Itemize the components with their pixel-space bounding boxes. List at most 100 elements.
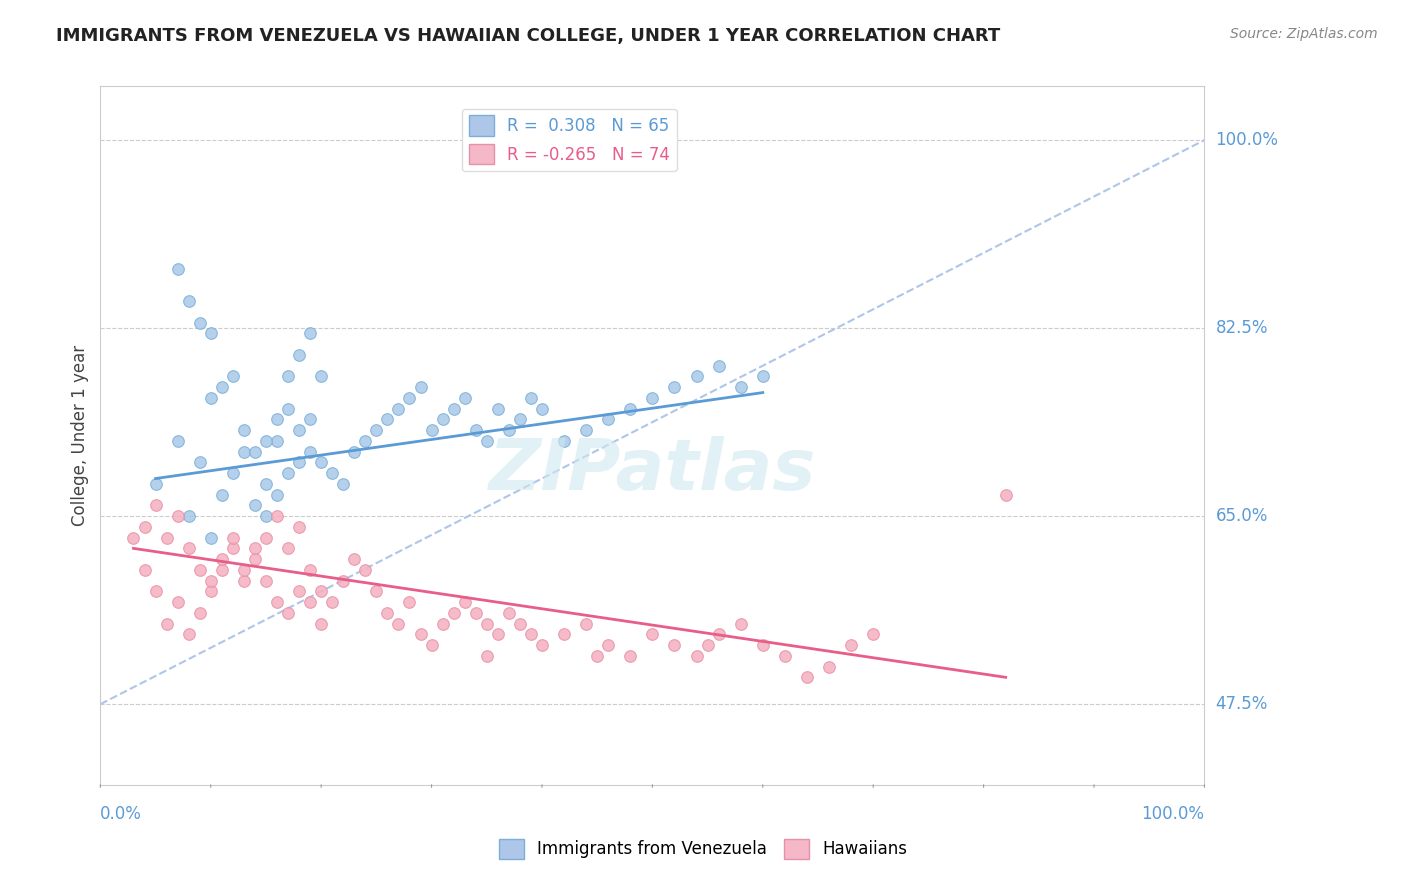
Point xyxy=(641,627,664,641)
Point xyxy=(354,434,377,448)
Point xyxy=(155,616,177,631)
Point xyxy=(818,659,841,673)
Point xyxy=(343,552,366,566)
Point xyxy=(796,670,818,684)
Point xyxy=(641,391,664,405)
Point xyxy=(177,541,200,556)
Point xyxy=(266,488,288,502)
Point xyxy=(498,606,520,620)
Point xyxy=(321,595,343,609)
Point xyxy=(475,434,498,448)
Point xyxy=(211,488,233,502)
Point xyxy=(377,606,399,620)
Text: 100.0%: 100.0% xyxy=(1142,805,1205,823)
Point xyxy=(509,412,531,426)
Point xyxy=(266,412,288,426)
Point xyxy=(277,541,299,556)
Point xyxy=(155,531,177,545)
Point xyxy=(619,401,641,416)
Point xyxy=(598,638,620,652)
Point xyxy=(398,391,420,405)
Point xyxy=(332,574,354,588)
Point xyxy=(752,369,775,384)
Point xyxy=(254,434,277,448)
Point xyxy=(232,563,254,577)
Point xyxy=(321,466,343,480)
Point xyxy=(134,520,156,534)
Point xyxy=(696,638,718,652)
Legend: Immigrants from Venezuela, Hawaiians: Immigrants from Venezuela, Hawaiians xyxy=(492,832,914,866)
Point xyxy=(862,627,884,641)
Point xyxy=(232,574,254,588)
Point xyxy=(299,595,322,609)
Point xyxy=(188,563,211,577)
Point xyxy=(222,541,245,556)
Point xyxy=(409,627,432,641)
Point xyxy=(188,455,211,469)
Point xyxy=(266,509,288,524)
Point xyxy=(299,444,322,458)
Point xyxy=(211,552,233,566)
Point xyxy=(377,412,399,426)
Point xyxy=(520,391,543,405)
Text: ZIPatlas: ZIPatlas xyxy=(489,436,815,505)
Point xyxy=(575,616,598,631)
Text: 65.0%: 65.0% xyxy=(1216,508,1268,525)
Point xyxy=(166,595,188,609)
Point xyxy=(200,326,222,341)
Point xyxy=(530,401,553,416)
Point xyxy=(354,563,377,577)
Point xyxy=(145,584,167,599)
Point xyxy=(454,391,477,405)
Point xyxy=(553,434,575,448)
Point xyxy=(288,348,311,362)
Point xyxy=(464,423,486,437)
Point xyxy=(200,531,222,545)
Point xyxy=(475,616,498,631)
Point xyxy=(288,520,311,534)
Point xyxy=(299,326,322,341)
Point xyxy=(188,316,211,330)
Point xyxy=(254,476,277,491)
Point xyxy=(619,648,641,663)
Point xyxy=(254,509,277,524)
Point xyxy=(288,423,311,437)
Point xyxy=(420,423,443,437)
Point xyxy=(387,401,409,416)
Point xyxy=(332,476,354,491)
Point xyxy=(685,369,707,384)
Point xyxy=(409,380,432,394)
Point xyxy=(166,262,188,277)
Point xyxy=(309,616,332,631)
Text: IMMIGRANTS FROM VENEZUELA VS HAWAIIAN COLLEGE, UNDER 1 YEAR CORRELATION CHART: IMMIGRANTS FROM VENEZUELA VS HAWAIIAN CO… xyxy=(56,27,1001,45)
Point xyxy=(432,616,454,631)
Point xyxy=(707,359,730,373)
Point xyxy=(243,552,266,566)
Point xyxy=(730,380,752,394)
Point xyxy=(553,627,575,641)
Point xyxy=(177,509,200,524)
Text: 0.0%: 0.0% xyxy=(100,805,142,823)
Point xyxy=(994,488,1017,502)
Point xyxy=(664,380,686,394)
Point xyxy=(839,638,862,652)
Point xyxy=(398,595,420,609)
Point xyxy=(266,595,288,609)
Point xyxy=(232,444,254,458)
Text: 100.0%: 100.0% xyxy=(1216,131,1278,149)
Point xyxy=(177,294,200,309)
Point xyxy=(309,369,332,384)
Point xyxy=(200,584,222,599)
Point xyxy=(266,434,288,448)
Point xyxy=(299,412,322,426)
Text: 47.5%: 47.5% xyxy=(1216,695,1268,714)
Point xyxy=(145,499,167,513)
Point xyxy=(464,606,486,620)
Point xyxy=(211,380,233,394)
Text: 82.5%: 82.5% xyxy=(1216,319,1268,337)
Point xyxy=(520,627,543,641)
Point xyxy=(475,648,498,663)
Point xyxy=(122,531,145,545)
Point xyxy=(288,455,311,469)
Point xyxy=(188,606,211,620)
